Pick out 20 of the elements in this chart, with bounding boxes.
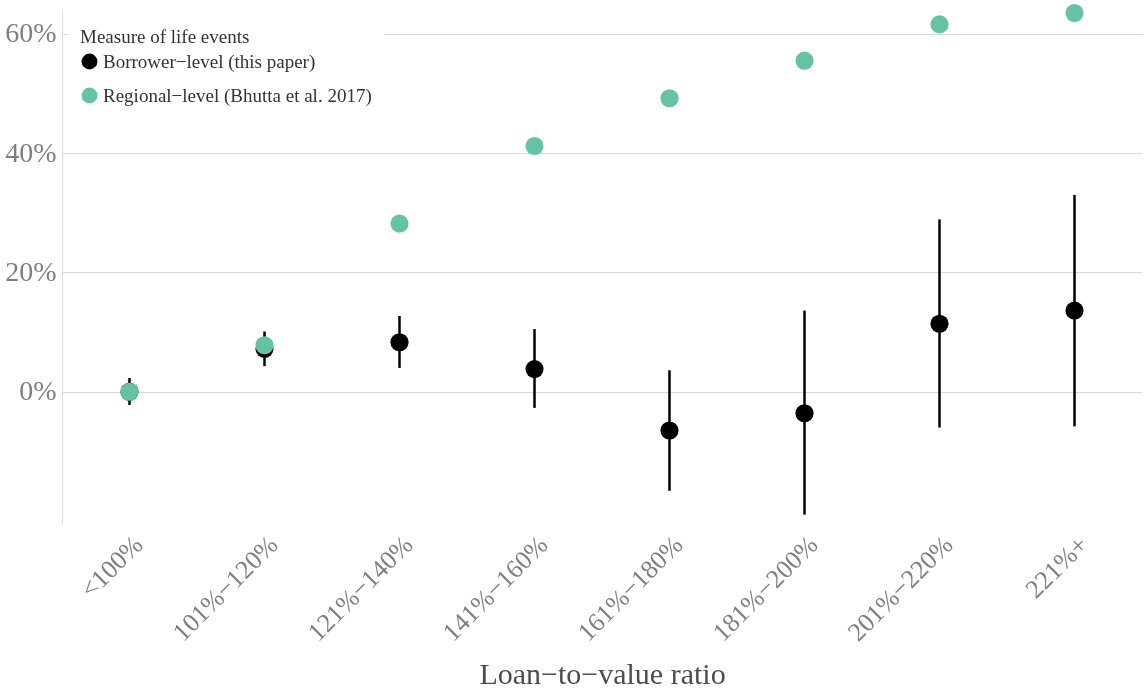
point	[795, 51, 814, 70]
y-tick-label: 0%	[19, 375, 57, 407]
y-tick-label: 40%	[5, 136, 57, 168]
point	[930, 15, 949, 34]
point	[390, 214, 409, 233]
point	[525, 360, 544, 379]
legend-label: Borrower−level (this paper)	[103, 50, 316, 73]
legend-title: Measure of life events	[80, 26, 250, 47]
legend-label: Regional−level (Bhutta et al. 2017)	[103, 84, 372, 107]
y-tick-label: 60%	[5, 17, 57, 49]
y-tick-label: 20%	[5, 255, 57, 287]
point	[660, 421, 679, 440]
point	[930, 314, 949, 333]
point	[795, 404, 814, 423]
x-axis-title: Loan−to−value ratio	[479, 657, 726, 691]
point	[660, 89, 679, 108]
point	[390, 333, 409, 352]
point	[1065, 301, 1084, 320]
point	[525, 136, 544, 156]
point	[1065, 3, 1084, 23]
